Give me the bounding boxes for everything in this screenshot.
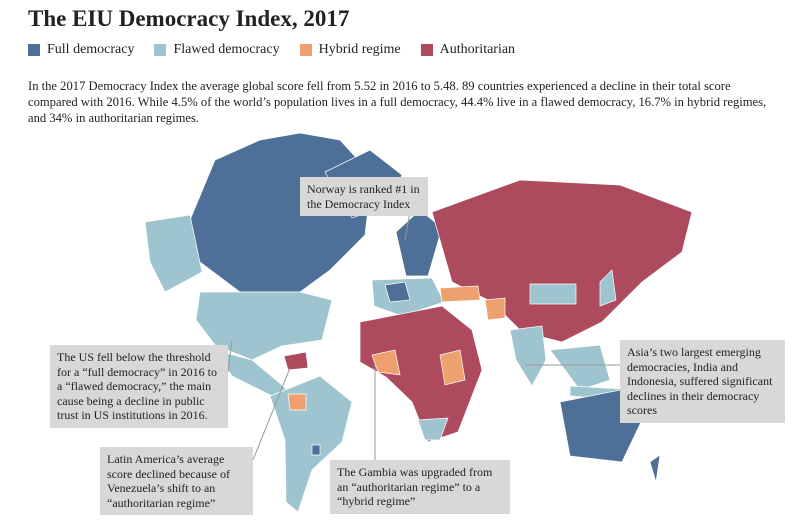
legend-swatch (154, 44, 167, 56)
india (509, 325, 547, 387)
africa (359, 305, 483, 443)
annotation: Latin America’s average score declined b… (100, 447, 253, 515)
leader-line (404, 211, 411, 241)
western-europe (384, 281, 411, 303)
south-africa (417, 417, 449, 441)
title: The EIU Democracy Index, 2017 (28, 6, 350, 31)
annotation: Norway is ranked #1 in the Democracy Ind… (300, 177, 428, 216)
alaska (144, 214, 203, 293)
summary: In the 2017 Democracy Index the average … (28, 79, 767, 125)
legend-label: Full democracy (47, 42, 135, 57)
new-zealand (649, 454, 661, 483)
legend-item: Full democracy (28, 42, 134, 58)
legend-item: Hybrid regime (299, 42, 401, 58)
countries (144, 132, 693, 513)
leader-line (227, 339, 233, 373)
legend-label: Authoritarian (439, 42, 516, 57)
japan (599, 269, 617, 307)
southeast-asia (549, 344, 611, 391)
venezuela (283, 351, 309, 371)
usa (195, 291, 333, 361)
legend-swatch (299, 44, 312, 56)
leader-lines (227, 211, 620, 461)
annotation: The US fell below the threshold for a “f… (50, 345, 228, 428)
uruguay (311, 444, 321, 456)
legend-label: Hybrid regime (318, 42, 401, 57)
africa-hybrid (371, 349, 401, 376)
bolivia (287, 393, 307, 411)
legend-item: Authoritarian (420, 42, 516, 58)
annotation: The Gambia was upgraded from an “authori… (330, 460, 510, 514)
legend-label: Flawed democracy (173, 42, 280, 57)
legend-item: Flawed democracy (154, 42, 280, 58)
annotation: Asia’s two largest emerging democracies,… (620, 340, 785, 423)
legend-swatch (420, 44, 433, 56)
leader-line (252, 367, 291, 461)
russia-asia (431, 179, 693, 343)
east-africa (439, 349, 466, 386)
mongolia (529, 283, 577, 305)
central-asia-hybrid (484, 297, 506, 321)
legend: Full democracy Flawed democracy Hybrid reg… (28, 42, 515, 58)
legend-swatch (28, 44, 40, 56)
turkey (439, 285, 481, 303)
